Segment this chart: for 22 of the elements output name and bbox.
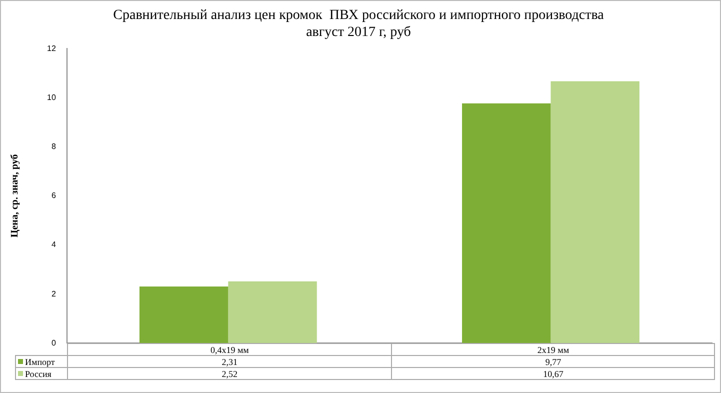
legend-label: Россия [25,368,52,379]
y-tick-label: 0 [51,338,56,348]
data-label: 10,67 [391,368,715,380]
x-tick-label: 0,4х19 мм [68,344,392,356]
y-tick-label: 8 [51,142,56,152]
y-axis-title: Цена, ср. знач, руб [10,154,21,238]
y-tick-label: 4 [51,240,56,250]
bar [462,103,551,344]
data-label: 9,77 [391,356,715,368]
bar [228,281,317,344]
bar [139,286,228,344]
bar [550,81,640,344]
legend-label: Импорт [25,356,55,367]
text: Сравнительный анализ цен кромок ПВХ российского и импортного производства [113,8,604,24]
x-tick-label: 2х19 мм [391,344,715,356]
y-tick-label: 2 [51,289,56,298]
data-label: 2,31 [68,356,392,368]
text: август 2017 г, руб [306,24,411,40]
y-tick-label: 6 [51,191,56,200]
data-label: 2,52 [68,368,392,380]
y-tick-label: 10 [46,92,56,102]
y-tick-label: 12 [46,44,56,53]
